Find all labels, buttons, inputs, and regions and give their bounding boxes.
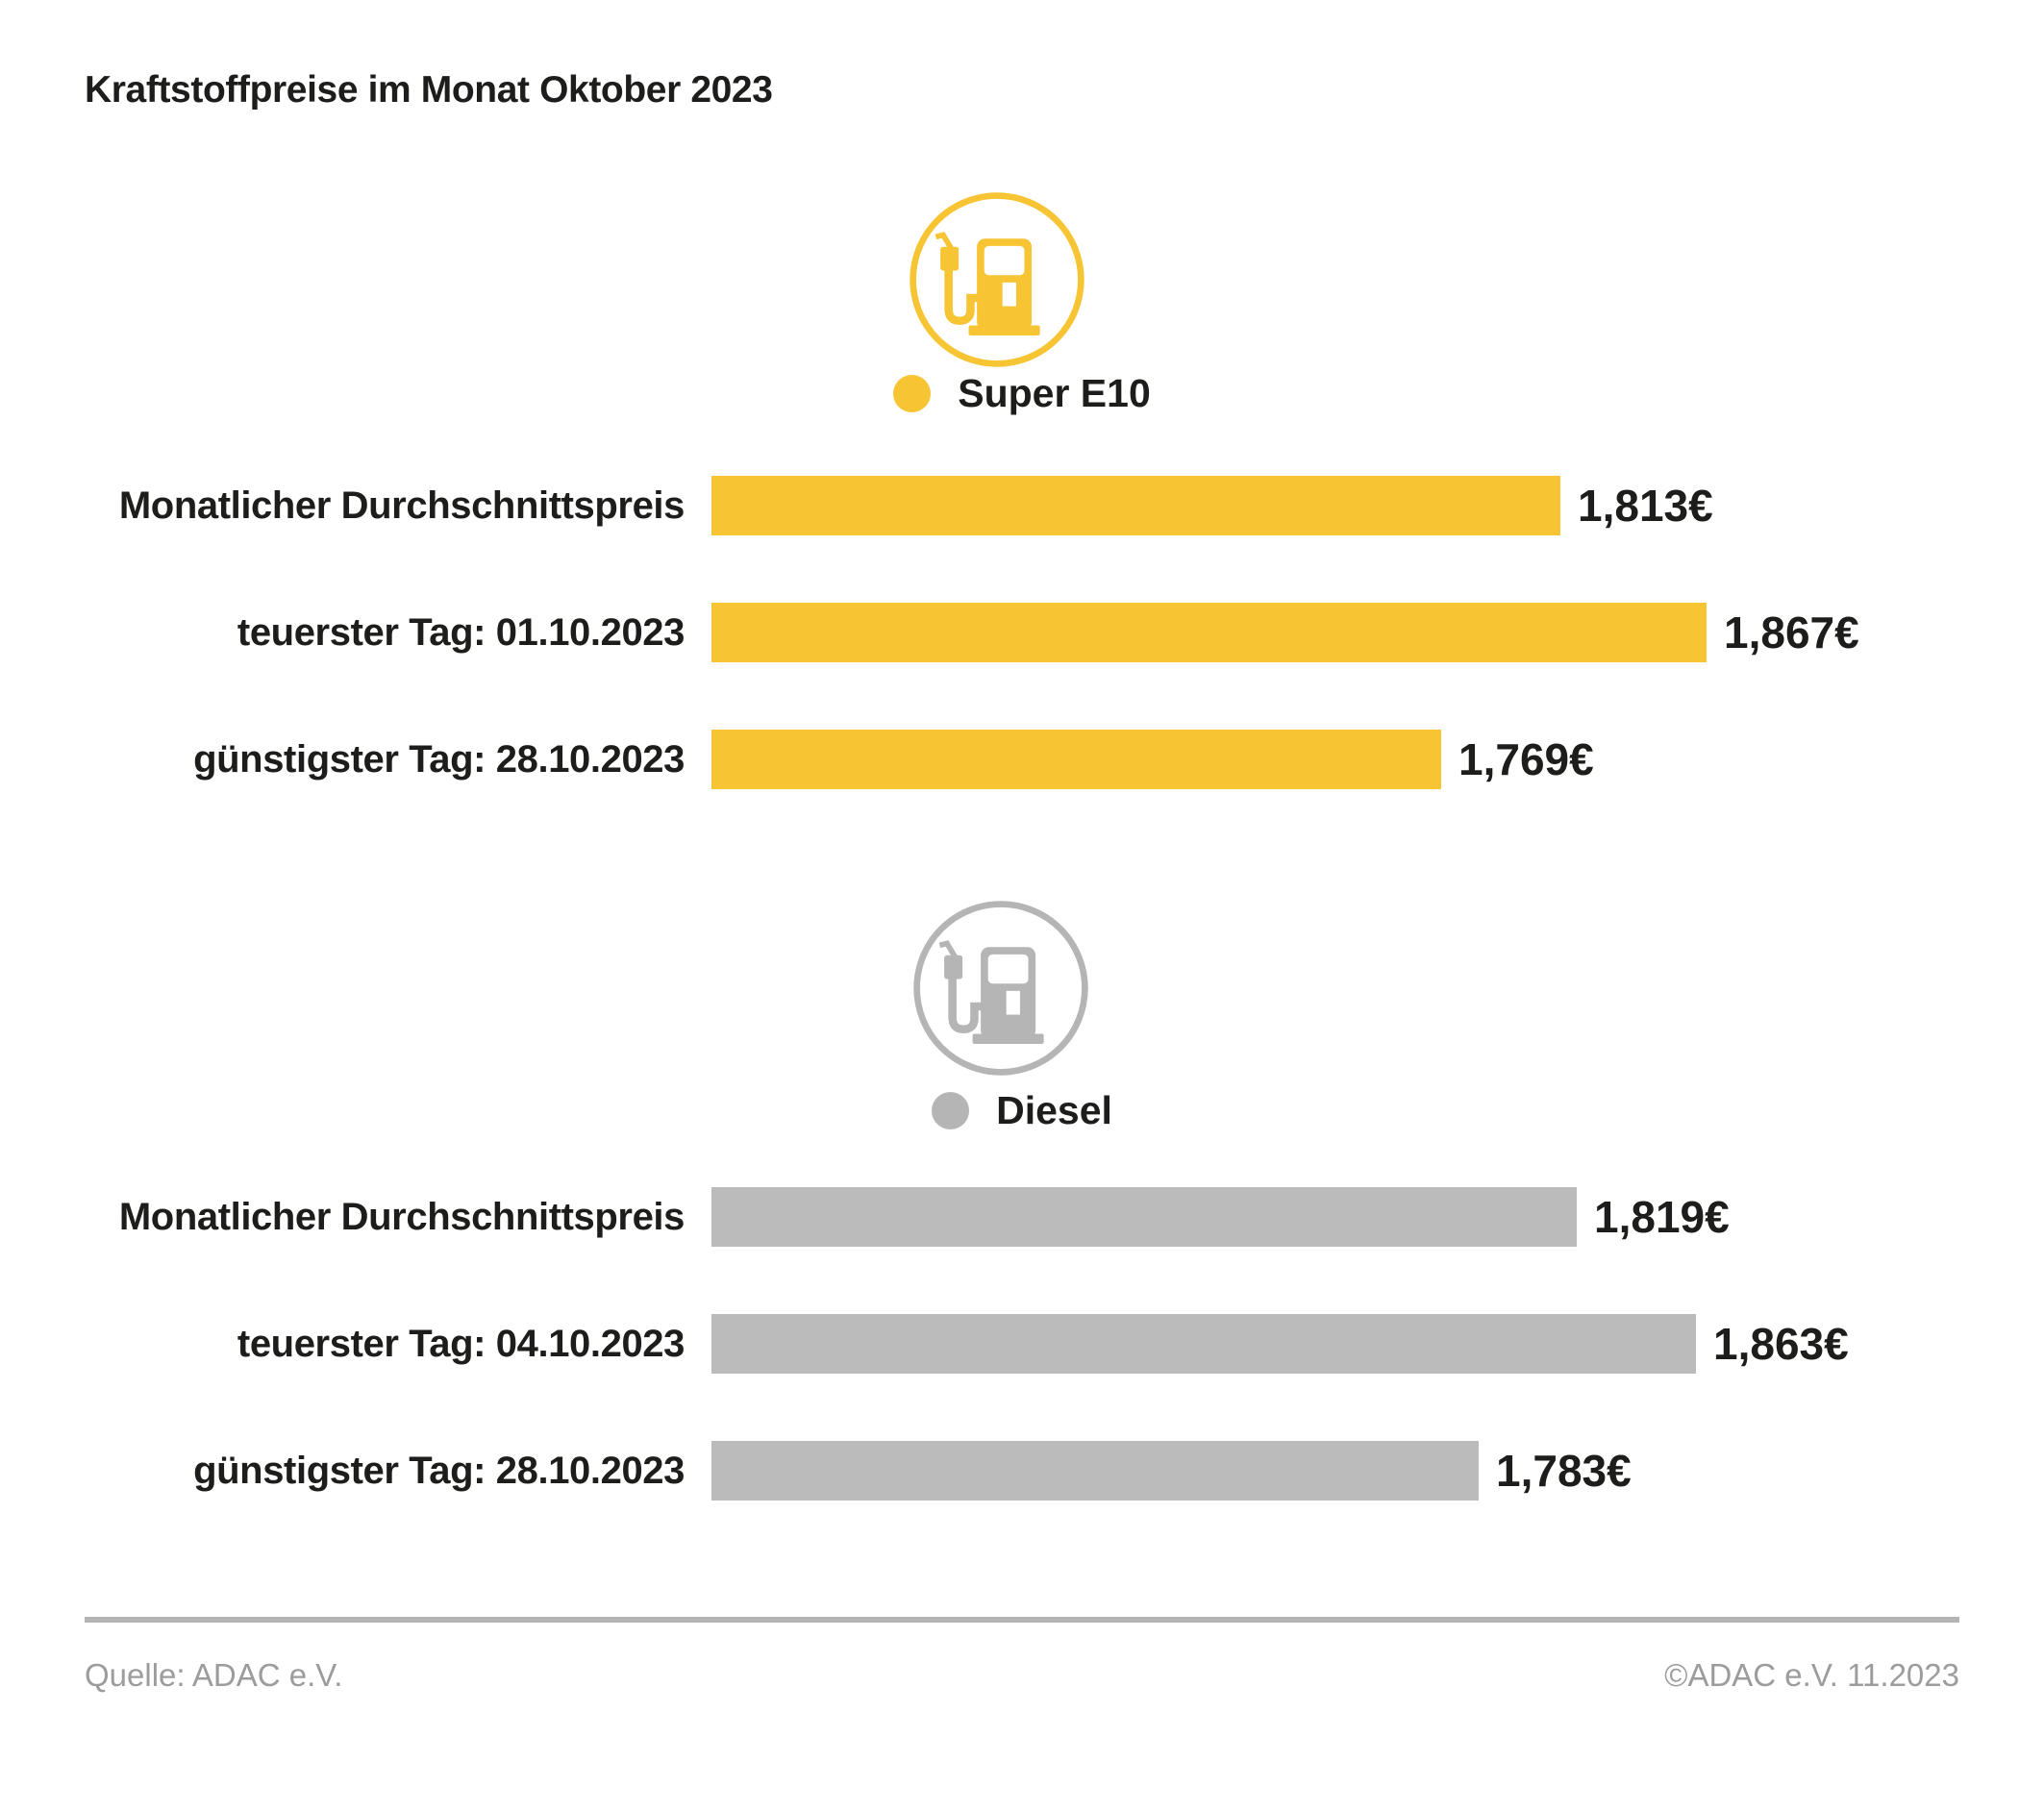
bar-diesel-cheapest-day [711, 1441, 1479, 1501]
bar-value: 1,769€ [1458, 734, 1594, 784]
bar-row: teuerster Tag: 01.10.2023 1,867€ [0, 603, 2044, 662]
bar-diesel-most-expensive-day [711, 1314, 1696, 1374]
footer-divider [85, 1617, 1959, 1623]
bar-value: 1,863€ [1713, 1319, 1849, 1369]
bar-row-label: teuerster Tag: 04.10.2023 [237, 1322, 685, 1365]
fuel-pump-icon [906, 188, 1088, 371]
footer-source: Quelle: ADAC e.V. [85, 1657, 343, 1693]
bar-row: Monatlicher Durchschnittspreis 1,819€ [0, 1187, 2044, 1247]
legend-label: Super E10 [958, 370, 1151, 415]
bar-value: 1,783€ [1496, 1446, 1632, 1496]
legend-label: Diesel [996, 1087, 1112, 1132]
bar-super-cheapest-day [711, 730, 1441, 789]
bar-group-diesel: Monatlicher Durchschnittspreis 1,819€ te… [0, 1187, 2044, 1568]
bar-row-label: Monatlicher Durchschnittspreis [118, 484, 685, 527]
footer-copyright: ©ADAC e.V. 11.2023 [1664, 1657, 1959, 1693]
legend-dot-icon [893, 374, 932, 412]
bar-value: 1,813€ [1578, 481, 1713, 531]
bar-diesel-average [711, 1187, 1577, 1247]
bar-row: teuerster Tag: 04.10.2023 1,863€ [0, 1314, 2044, 1374]
bar-row: Monatlicher Durchschnittspreis 1,813€ [0, 476, 2044, 535]
bar-value: 1,867€ [1724, 608, 1859, 657]
bar-value: 1,819€ [1594, 1192, 1730, 1242]
bar-group-super-e10: Monatlicher Durchschnittspreis 1,813€ te… [0, 476, 2044, 856]
legend-dot-icon [932, 1091, 970, 1129]
legend-super-e10: Super E10 [0, 371, 2044, 415]
bar-super-most-expensive-day [711, 603, 1707, 662]
legend-diesel: Diesel [0, 1088, 2044, 1132]
bar-row-label: günstigster Tag: 28.10.2023 [193, 737, 685, 781]
bar-row-label: teuerster Tag: 01.10.2023 [237, 610, 685, 654]
bar-row: günstigster Tag: 28.10.2023 1,783€ [0, 1441, 2044, 1501]
bar-row-label: Monatlicher Durchschnittspreis [118, 1195, 685, 1238]
bar-row-label: günstigster Tag: 28.10.2023 [193, 1449, 685, 1492]
bar-super-average [711, 476, 1560, 535]
page-title: Kraftstoffpreise im Monat Oktober 2023 [85, 69, 773, 111]
fuel-pump-icon [910, 897, 1092, 1079]
bar-row: günstigster Tag: 28.10.2023 1,769€ [0, 730, 2044, 789]
